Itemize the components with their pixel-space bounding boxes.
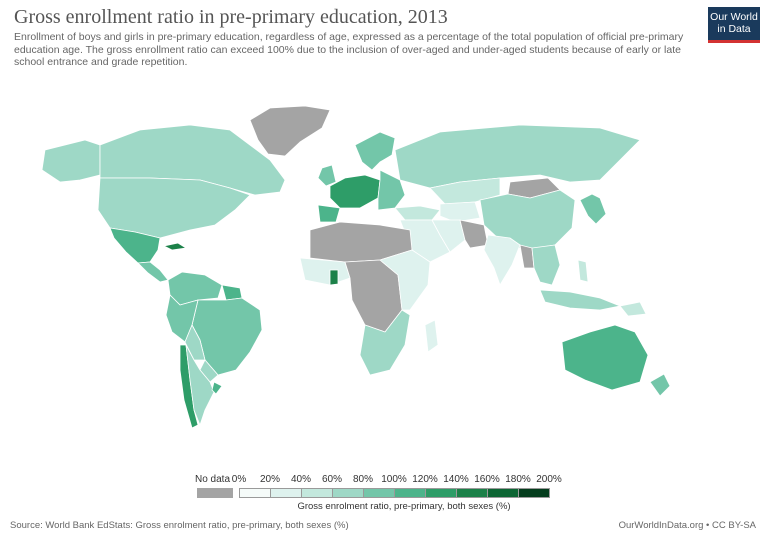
legend-bin-2[interactable] xyxy=(301,488,333,498)
region-scandinavia[interactable] xyxy=(354,131,396,171)
region-india[interactable] xyxy=(483,234,521,286)
world-map[interactable] xyxy=(0,70,768,470)
legend-tick-label: 60% xyxy=(321,474,343,485)
legend-bin-4[interactable] xyxy=(363,488,395,498)
legend-no-data-swatch[interactable] xyxy=(197,488,233,498)
region-brazil[interactable] xyxy=(191,297,263,376)
logo-line-1: Our World xyxy=(710,11,758,23)
region-iberia[interactable] xyxy=(317,204,341,223)
region-new-zealand[interactable] xyxy=(649,373,671,397)
legend-bin-8[interactable] xyxy=(487,488,519,498)
chart-title: Gross enrollment ratio in pre-primary ed… xyxy=(14,6,448,28)
legend-tick-label: 120% xyxy=(412,474,438,485)
region-east-africa[interactable] xyxy=(379,249,431,311)
region-argentina[interactable] xyxy=(185,344,215,426)
region-iran[interactable] xyxy=(431,219,466,253)
region-australia[interactable] xyxy=(561,324,649,391)
legend-bin-6[interactable] xyxy=(425,488,457,498)
legend-bin-0[interactable] xyxy=(239,488,271,498)
legend-bin-7[interactable] xyxy=(456,488,488,498)
region-west-africa[interactable] xyxy=(299,257,351,286)
region-central-asia[interactable] xyxy=(439,201,481,223)
region-western-europe[interactable] xyxy=(329,174,381,209)
legend-tick-label: 200% xyxy=(536,474,562,485)
legend-tick-label: 160% xyxy=(474,474,500,485)
legend-bin-3[interactable] xyxy=(332,488,364,498)
legend-tick-label: 80% xyxy=(352,474,374,485)
region-greenland[interactable] xyxy=(249,105,331,157)
region-madagascar[interactable] xyxy=(424,319,439,353)
owid-logo[interactable]: Our World in Data xyxy=(708,7,760,43)
logo-line-2: in Data xyxy=(717,23,751,35)
region-indonesia[interactable] xyxy=(539,289,621,311)
chart-subtitle: Enrollment of boys and girls in pre-prim… xyxy=(14,31,684,68)
region-uk-ireland[interactable] xyxy=(317,164,337,187)
region-southeast-asia[interactable] xyxy=(531,244,561,286)
region-central-america[interactable] xyxy=(137,261,169,283)
legend-bins xyxy=(239,488,550,498)
region-bolivia[interactable] xyxy=(184,324,206,361)
legend-tick-label: 20% xyxy=(259,474,281,485)
credit-link[interactable]: OurWorldInData.org • CC BY-SA xyxy=(618,520,756,531)
region-turkey-caucasus[interactable] xyxy=(394,205,441,221)
region-eastern-europe[interactable] xyxy=(377,169,406,211)
region-uruguay[interactable] xyxy=(211,381,223,395)
legend-tick-label: 100% xyxy=(381,474,407,485)
legend-tick-label: 140% xyxy=(443,474,469,485)
region-cuba[interactable] xyxy=(163,242,187,251)
legend-bin-9[interactable] xyxy=(518,488,550,498)
region-ghana[interactable] xyxy=(329,269,339,286)
source-note[interactable]: Source: World Bank EdStats: Gross enrolm… xyxy=(10,520,349,531)
region-alaska[interactable] xyxy=(41,139,101,183)
region-papua-new-guinea[interactable] xyxy=(619,301,647,317)
region-china[interactable] xyxy=(479,189,576,251)
legend-tick-label: 180% xyxy=(505,474,531,485)
world-map-svg xyxy=(41,105,671,429)
legend: No data 0% 20% 40% 60% 80% 100% 120% 140% 160% 18… xyxy=(195,474,585,514)
region-southern-africa[interactable] xyxy=(359,309,411,376)
legend-tick-label: 40% xyxy=(290,474,312,485)
region-usa[interactable] xyxy=(97,177,251,239)
legend-tick-label: 0% xyxy=(231,474,247,485)
legend-bin-5[interactable] xyxy=(394,488,426,498)
legend-bin-1[interactable] xyxy=(270,488,302,498)
region-guianas[interactable] xyxy=(221,284,243,301)
legend-no-data-label: No data xyxy=(195,474,231,485)
region-russia[interactable] xyxy=(394,124,641,189)
region-korea-japan[interactable] xyxy=(579,193,607,225)
legend-caption: Gross enrolment ratio, pre-primary, both… xyxy=(297,501,511,512)
region-afghanistan-pakistan[interactable] xyxy=(459,219,489,249)
region-philippines[interactable] xyxy=(577,259,589,283)
